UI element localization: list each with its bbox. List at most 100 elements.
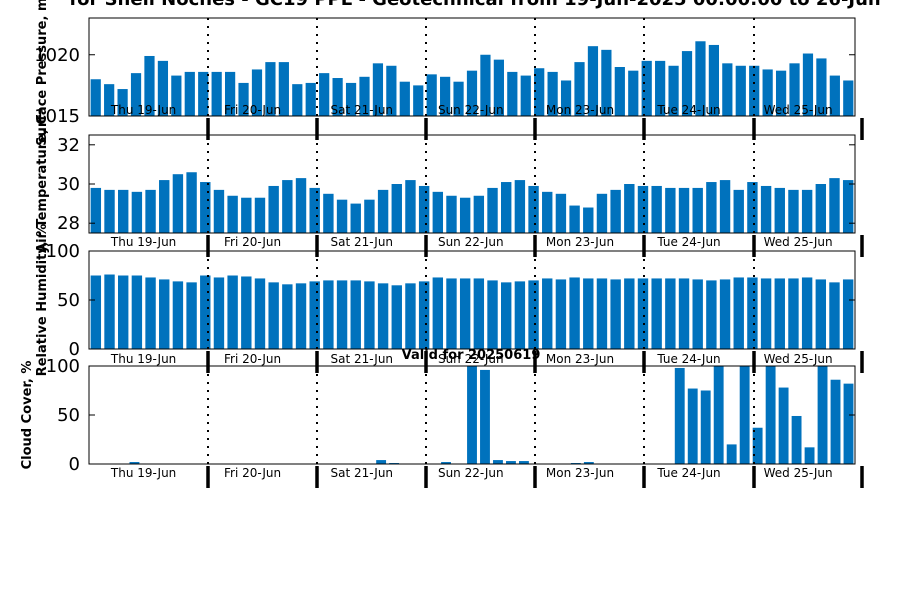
data-bar xyxy=(282,284,293,349)
data-bar xyxy=(372,63,384,116)
data-bar xyxy=(739,366,750,464)
data-bar xyxy=(708,44,719,117)
data-bar xyxy=(843,383,854,464)
data-bar xyxy=(542,278,553,349)
data-bar xyxy=(200,182,211,233)
data-bar xyxy=(446,195,457,233)
data-bar xyxy=(336,280,348,349)
data-bar xyxy=(815,184,827,233)
day-label: Mon 23-Jun xyxy=(546,466,614,480)
data-bar xyxy=(159,180,170,233)
data-bar xyxy=(583,462,594,464)
data-bar xyxy=(104,189,115,233)
day-label: Sun 22-Jun xyxy=(438,235,504,249)
data-bar xyxy=(519,461,529,464)
data-bar xyxy=(752,427,763,464)
data-bar xyxy=(118,189,129,233)
day-label: Fri 20-Jun xyxy=(224,352,281,366)
data-bar xyxy=(459,197,471,233)
data-bar xyxy=(350,280,361,349)
data-bar xyxy=(692,187,703,233)
y-tick-label: 28 xyxy=(57,213,80,234)
data-bar xyxy=(583,278,594,349)
data-bar xyxy=(695,41,706,116)
data-bar xyxy=(265,62,276,116)
data-bar xyxy=(238,82,249,116)
day-label: Mon 23-Jun xyxy=(546,235,614,249)
data-bar xyxy=(733,189,744,233)
data-bar xyxy=(278,62,289,116)
data-bar xyxy=(528,280,539,349)
data-bar xyxy=(655,60,666,117)
data-bar xyxy=(418,281,430,349)
data-bar xyxy=(171,75,182,116)
data-bar xyxy=(251,69,263,116)
data-bar xyxy=(386,65,397,116)
data-bar xyxy=(391,285,402,349)
data-bar xyxy=(241,276,252,349)
data-bar xyxy=(514,281,526,349)
data-bar xyxy=(665,278,676,349)
data-bar xyxy=(587,46,599,116)
figure-title: for Shell Noches - GC19 PPL - Geotechnic… xyxy=(69,0,881,10)
data-bar xyxy=(295,283,307,349)
data-bar xyxy=(144,55,155,116)
data-bar xyxy=(157,60,169,117)
data-bar xyxy=(760,185,772,233)
data-bar xyxy=(184,71,195,116)
data-bar xyxy=(692,279,703,349)
data-bar xyxy=(674,367,685,464)
data-bar xyxy=(129,462,140,464)
day-label: Fri 20-Jun xyxy=(224,103,281,117)
data-bar xyxy=(211,71,222,116)
data-bar xyxy=(145,189,156,233)
day-label: Tue 24-Jun xyxy=(656,235,720,249)
data-bar xyxy=(706,280,717,349)
day-label: Sat 21-Jun xyxy=(331,352,394,366)
data-bar xyxy=(747,182,758,233)
data-bar xyxy=(665,187,676,233)
data-bar xyxy=(719,279,731,349)
data-bar xyxy=(391,184,402,233)
data-bar xyxy=(583,207,594,233)
data-bar xyxy=(637,278,649,349)
data-bar xyxy=(637,185,649,233)
data-bar xyxy=(678,278,690,349)
y-tick-label: 1015 xyxy=(34,106,80,127)
data-bar xyxy=(520,75,531,116)
data-bar xyxy=(574,62,585,116)
day-label: Wed 25-Jun xyxy=(764,466,833,480)
data-bar xyxy=(118,275,129,349)
data-bar xyxy=(473,195,485,233)
y-tick-label: 50 xyxy=(57,405,80,426)
data-bar xyxy=(432,277,444,349)
day-label: Mon 23-Jun xyxy=(546,103,614,117)
y-tick-label: 1020 xyxy=(34,45,80,66)
data-bar xyxy=(90,79,101,116)
data-bar xyxy=(268,282,279,349)
data-bar xyxy=(377,189,389,233)
y-axis-label: Air Temperature, C xyxy=(35,115,50,253)
data-bar xyxy=(254,197,266,233)
data-bar xyxy=(268,185,279,233)
data-bar xyxy=(733,277,744,349)
day-label: Thu 19-Jun xyxy=(110,466,176,480)
panel-4: 0 50 100 Cloud Cover, % Thu 19-Jun Fri 20-Jun… xyxy=(20,356,864,488)
data-bar xyxy=(104,84,115,116)
data-bar xyxy=(534,68,545,116)
data-bar xyxy=(241,197,252,233)
day-label: Tue 24-Jun xyxy=(656,466,720,480)
data-bar xyxy=(765,366,776,464)
day-label: Sat 21-Jun xyxy=(331,235,394,249)
data-bar xyxy=(681,51,693,116)
data-bar xyxy=(801,189,813,233)
data-bar xyxy=(432,191,444,233)
data-bar xyxy=(282,180,293,233)
day-label: Fri 20-Jun xyxy=(224,235,281,249)
data-bar xyxy=(225,71,236,116)
data-bar xyxy=(788,278,799,349)
data-bar xyxy=(774,187,785,233)
day-label: Thu 19-Jun xyxy=(110,352,176,366)
